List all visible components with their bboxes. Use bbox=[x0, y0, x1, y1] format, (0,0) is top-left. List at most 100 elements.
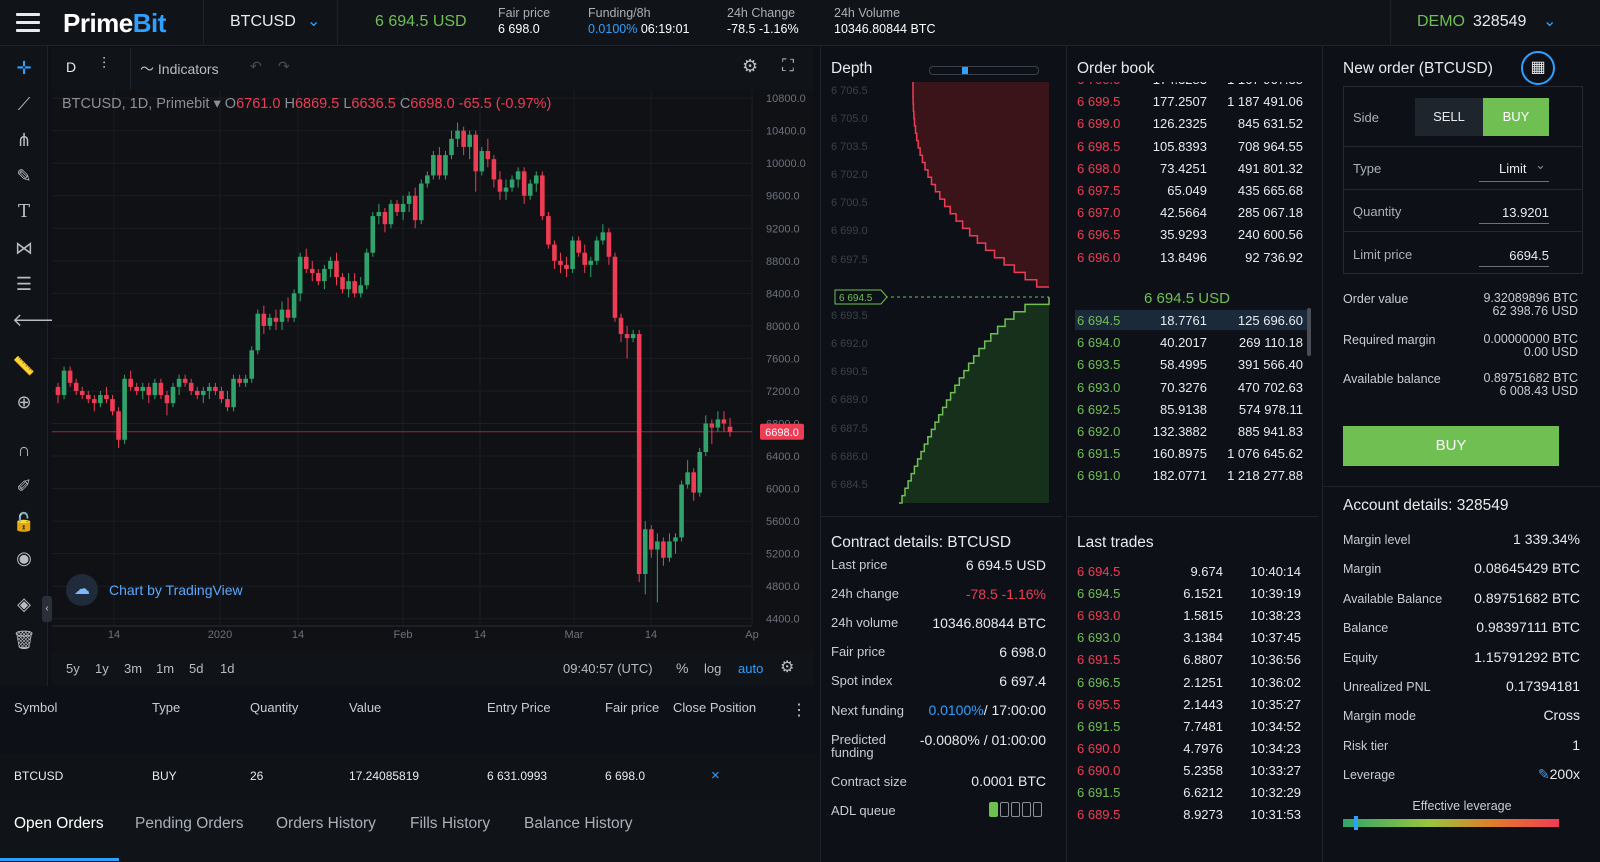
y-tick-label: 10800.0 bbox=[766, 93, 806, 105]
order-book-row[interactable]: 6 693.5 58.4995 391 566.40 bbox=[1075, 354, 1307, 374]
pitchfork-icon[interactable]: ⋔ bbox=[16, 130, 32, 150]
symbol-selector[interactable]: BTCUSD ⌄ bbox=[203, 0, 338, 46]
order-book-scrollbar[interactable] bbox=[1307, 308, 1311, 356]
trade-size: 6.1521 bbox=[1183, 586, 1223, 602]
account-selector[interactable]: DEMO 328549 ⌄ bbox=[1390, 0, 1600, 46]
range-button-1d[interactable]: 1d bbox=[220, 661, 235, 676]
candle bbox=[636, 334, 642, 574]
position-row[interactable]: BTCUSD BUY 26 17.24085819 6 631.0993 6 698.0 × bbox=[0, 754, 820, 800]
text-tool-icon[interactable]: T bbox=[17, 201, 30, 222]
logo[interactable]: PrimeBit bbox=[63, 8, 166, 39]
depth-ask-line bbox=[912, 82, 1049, 288]
interval-button[interactable]: D bbox=[66, 59, 77, 75]
percent-scale-toggle[interactable]: % bbox=[676, 660, 689, 676]
price-chart[interactable]: 10800.0 10400.0 10000.0 9600.0 9200.0 8800.0 8… bbox=[52, 90, 814, 652]
buy-toggle[interactable]: BUY bbox=[1483, 98, 1549, 136]
unlock-icon[interactable]: 🔓 bbox=[12, 512, 36, 532]
order-book-row[interactable]: 6 697.5 65.049 435 665.68 bbox=[1075, 180, 1307, 200]
gear-icon[interactable]: ⚙ bbox=[742, 56, 759, 76]
order-book-row[interactable]: 6 694.0 40.2017 269 110.18 bbox=[1075, 332, 1307, 352]
pattern-icon[interactable]: ⋈ bbox=[15, 238, 33, 258]
order-book-row[interactable]: 6 696.0 13.8496 92 736.92 bbox=[1075, 247, 1307, 267]
range-button-5y[interactable]: 5y bbox=[66, 661, 80, 676]
submit-buy-button[interactable]: BUY bbox=[1343, 426, 1559, 466]
candle bbox=[473, 134, 479, 172]
range-button-5d[interactable]: 5d bbox=[189, 661, 204, 676]
depth-zoom-slider[interactable] bbox=[929, 66, 1039, 75]
range-button-3m[interactable]: 3m bbox=[124, 661, 143, 676]
candle bbox=[388, 203, 394, 225]
order-book-row[interactable]: 6 696.5 35.9293 240 600.56 bbox=[1075, 224, 1307, 244]
fullscreen-icon[interactable]: ⛶ bbox=[782, 56, 794, 75]
leverage-value[interactable]: ✎200x bbox=[1538, 766, 1580, 783]
order-book-row[interactable]: 6 697.0 42.5664 285 067.18 bbox=[1075, 202, 1307, 222]
order-book-row[interactable]: 6 690.5 203.1650 1 359 420.00 bbox=[1075, 488, 1307, 494]
candlestick-chart[interactable]: 10800.0 10400.0 10000.0 9600.0 9200.0 8800.0 8… bbox=[52, 90, 814, 652]
trade-price: 6 695.5 bbox=[1077, 696, 1121, 712]
quantity-input[interactable]: 13.9201 bbox=[1479, 198, 1549, 224]
limit-price-input[interactable]: 6694.5 bbox=[1479, 241, 1549, 267]
edit-leverage-icon[interactable]: ✎ bbox=[1537, 766, 1550, 783]
crosshair-icon[interactable]: ✛ bbox=[16, 58, 32, 78]
undo-icon[interactable]: ↶ bbox=[250, 58, 262, 74]
order-book-row[interactable]: 6 693.0 70.3276 470 702.63 bbox=[1075, 377, 1307, 397]
hamburger-menu-icon[interactable] bbox=[16, 13, 40, 33]
order-book-row[interactable]: 6 699.5 177.2507 1 187 491.06 bbox=[1075, 91, 1307, 111]
range-button-1y[interactable]: 1y bbox=[95, 661, 109, 676]
close-position-icon[interactable]: × bbox=[711, 767, 720, 784]
candle-type-icon[interactable]: ⫶ bbox=[102, 56, 107, 73]
tradingview-attribution[interactable]: Chart by TradingView bbox=[109, 582, 243, 598]
candle bbox=[521, 171, 527, 196]
order-book-total: 574 978.11 bbox=[1238, 401, 1303, 417]
order-book-row[interactable]: 6 698.5 105.8393 708 964.55 bbox=[1075, 136, 1307, 156]
tab-fills-history[interactable]: Fills History bbox=[410, 815, 491, 832]
adl-queue-bar bbox=[1011, 802, 1020, 817]
range-button-1m[interactable]: 1m bbox=[156, 661, 175, 676]
ruler-icon[interactable]: 📏 bbox=[12, 356, 36, 376]
order-book-price: 6 697.0 bbox=[1077, 205, 1121, 221]
brush-icon[interactable]: ✎ bbox=[16, 166, 32, 186]
arrow-left-icon[interactable]: 🡐 bbox=[12, 310, 61, 330]
layers-icon[interactable]: ◈ bbox=[17, 594, 31, 614]
trash-icon[interactable]: 🗑 bbox=[12, 630, 36, 650]
fib-retracement-icon[interactable]: ☰ bbox=[15, 274, 33, 294]
legend-caret-icon[interactable]: ▾ bbox=[209, 96, 225, 112]
candle bbox=[606, 232, 612, 257]
log-scale-toggle[interactable]: log bbox=[704, 661, 722, 676]
order-book-row[interactable]: 6 699.0 126.2325 845 631.52 bbox=[1075, 113, 1307, 133]
legend-close: 6698.0 bbox=[410, 96, 455, 112]
auto-scale-toggle[interactable]: auto bbox=[738, 661, 764, 676]
depth-zoom-handle[interactable] bbox=[962, 67, 968, 74]
tab-orders-history[interactable]: Orders History bbox=[276, 815, 376, 832]
order-book-row[interactable]: 6 692.5 85.9138 574 978.11 bbox=[1075, 399, 1307, 419]
order-book-row[interactable]: 6 691.0 182.0771 1 218 277.88 bbox=[1075, 465, 1307, 485]
indicators-button[interactable]: 〜 Indicators bbox=[140, 59, 219, 79]
tab-pending-orders[interactable]: Pending Orders bbox=[135, 815, 244, 832]
redo-icon[interactable]: ↷ bbox=[278, 58, 290, 74]
candle bbox=[727, 426, 733, 432]
order-book-row[interactable]: 6 694.5 18.7761 125 696.60 bbox=[1075, 310, 1307, 330]
candle bbox=[352, 281, 357, 294]
more-vertical-icon[interactable]: ⋮ bbox=[791, 702, 807, 719]
tab-open-orders[interactable]: Open Orders bbox=[14, 815, 104, 832]
trade-price: 6 696.5 bbox=[1077, 674, 1121, 690]
order-book-row[interactable]: 6 691.5 160.8975 1 076 645.62 bbox=[1075, 443, 1307, 463]
zoom-in-icon[interactable]: ⊕ bbox=[16, 392, 32, 412]
trade-row: 6 691.5 6.8807 10:36:56 bbox=[1077, 652, 1305, 672]
calculator-icon[interactable]: ▦ bbox=[1521, 51, 1555, 85]
sell-toggle[interactable]: SELL bbox=[1415, 98, 1483, 136]
order-book-row[interactable]: 6 692.0 132.3882 885 941.83 bbox=[1075, 421, 1307, 441]
lock-drawing-icon[interactable]: ✐ bbox=[16, 476, 32, 496]
order-value-btc: 9.32089896 BTC bbox=[1483, 291, 1578, 305]
type-select[interactable]: Limit ⌄ bbox=[1479, 156, 1549, 182]
chart-settings-gear-icon[interactable]: ⚙ bbox=[780, 659, 795, 676]
order-book-row[interactable]: 6 700.0 174.3283 1 167 967.35 bbox=[1075, 82, 1307, 89]
magnet-icon[interactable]: ∩ bbox=[17, 440, 31, 460]
order-book-row[interactable]: 6 698.0 73.4251 491 801.32 bbox=[1075, 158, 1307, 178]
trend-line-icon[interactable]: ⟋ bbox=[17, 94, 31, 114]
candle bbox=[116, 411, 121, 440]
trade-row: 6 694.5 9.674 10:40:14 bbox=[1077, 564, 1305, 584]
eye-icon[interactable]: ◉ bbox=[16, 548, 32, 568]
collapse-toolbar-button[interactable]: ‹ bbox=[42, 596, 52, 622]
tab-balance-history[interactable]: Balance History bbox=[524, 815, 633, 832]
